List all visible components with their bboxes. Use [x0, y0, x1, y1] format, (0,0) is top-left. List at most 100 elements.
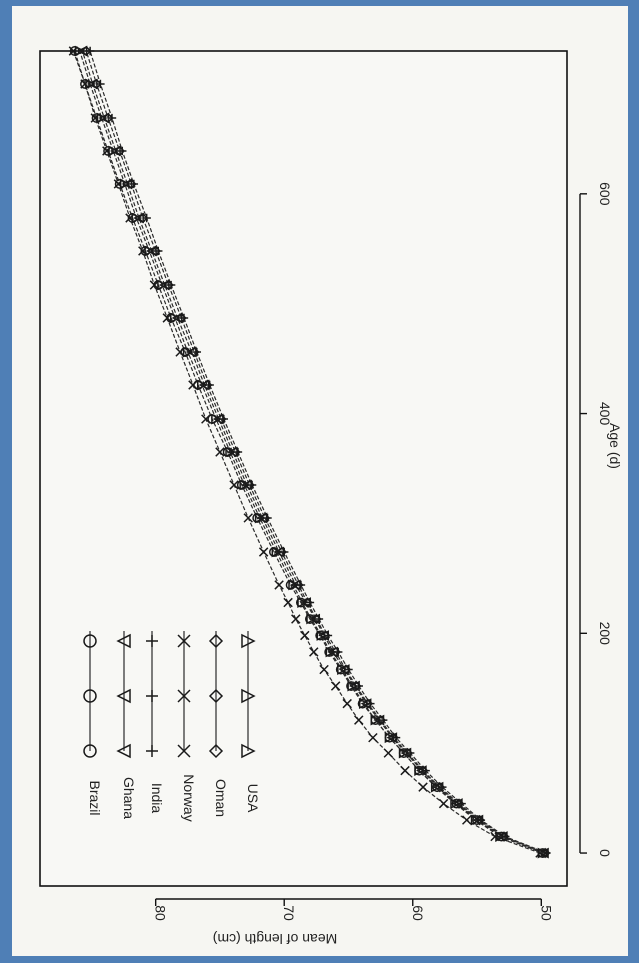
data-point-usa	[225, 446, 237, 458]
age-tick-label: 0	[597, 849, 613, 857]
age-tick-label: 400	[597, 402, 613, 426]
data-point-norway	[368, 732, 378, 743]
legend-marker-norway	[177, 634, 191, 648]
data-point-norway	[462, 815, 472, 825]
data-point-norway	[229, 480, 239, 490]
data-point-usa	[197, 379, 208, 391]
legend-marker-india	[146, 690, 158, 702]
plot-frame	[39, 50, 568, 887]
data-point-india	[166, 280, 176, 290]
data-point-usa	[316, 630, 328, 641]
legend-marker-oman	[208, 633, 224, 649]
data-point-usa	[96, 112, 108, 124]
data-point-usa	[182, 346, 194, 358]
legend-label-usa: USA	[245, 784, 261, 813]
data-point-oman	[114, 145, 125, 157]
legend: Brazil Ghana India Norway Oman USA	[83, 631, 261, 822]
legend-marker-ghana	[116, 743, 131, 759]
data-point-norway	[215, 447, 225, 457]
length-tick-label: 70	[281, 905, 297, 921]
data-point-usa	[254, 512, 266, 524]
data-point-india	[154, 246, 163, 256]
legend-label-brazil: Brazil	[87, 780, 103, 815]
legend-label-oman: Oman	[213, 779, 229, 817]
data-point-oman	[102, 112, 114, 124]
legend-marker-brazil	[83, 689, 97, 703]
data-point-india	[129, 179, 139, 189]
length-tick-label: 50	[538, 905, 554, 921]
legend-label-ghana: Ghana	[121, 777, 137, 819]
data-point-usa	[271, 546, 283, 558]
data-point-usa	[74, 45, 86, 57]
y-axis-title: Mean of length (cm)	[213, 931, 338, 947]
length-tick-label: 80	[153, 905, 169, 921]
data-point-usa	[537, 847, 549, 859]
axes: 0 200 400 600 Age (d) 50 60 70 80 Mean of length …	[153, 182, 623, 947]
data-point-usa	[450, 798, 462, 810]
legend-marker-oman	[208, 743, 224, 759]
data-point-norway	[383, 748, 394, 758]
data-point-oman	[137, 212, 149, 224]
data-point-usa	[170, 312, 181, 324]
data-point-norway	[354, 715, 364, 725]
data-point-oman	[188, 346, 200, 358]
legend-label-norway: Norway	[181, 774, 197, 821]
data-point-india	[179, 313, 189, 323]
data-point-norway	[438, 798, 449, 809]
legend-label-india: India	[149, 783, 165, 814]
legend-marker-brazil	[83, 634, 97, 648]
data-point-usa	[325, 646, 337, 658]
data-point-usa	[119, 178, 131, 190]
data-point-norway	[258, 547, 269, 557]
x-axis-title: Age (d)	[607, 423, 623, 469]
legend-marker-usa	[241, 688, 256, 704]
data-point-usa	[495, 831, 507, 842]
data-point-usa	[297, 597, 309, 608]
data-point-usa	[358, 698, 370, 710]
age-tick-label: 600	[597, 182, 613, 206]
data-point-norway	[400, 765, 410, 776]
legend-marker-ghana	[116, 688, 131, 704]
data-point-usa	[470, 814, 482, 826]
plot-border	[39, 50, 568, 887]
series-lines	[68, 45, 551, 859]
data-point-norway	[291, 614, 301, 624]
data-point-usa	[288, 579, 300, 591]
data-point-norway	[342, 698, 352, 709]
data-point-usa	[131, 212, 143, 224]
legend-marker-india	[146, 745, 158, 757]
data-point-norway	[283, 597, 293, 608]
data-point-norway	[418, 782, 428, 792]
data-point-usa	[108, 145, 120, 157]
length-tick-label: 60	[410, 905, 426, 921]
data-point-usa	[211, 413, 222, 425]
data-point-usa	[85, 78, 97, 90]
data-point-usa	[306, 613, 318, 625]
legend-marker-oman	[208, 688, 224, 704]
data-point-oman	[176, 312, 187, 324]
legend-marker-usa	[241, 743, 256, 759]
data-point-norway	[300, 630, 310, 641]
data-point-usa	[370, 714, 382, 726]
growth-chart: 0 200 400 600 Age (d) 50 60 70 80 Mean of length …	[39, 45, 623, 947]
data-point-oman	[163, 279, 174, 291]
data-point-usa	[239, 479, 251, 491]
data-point-norway	[319, 664, 329, 675]
legend-marker-usa	[241, 633, 256, 649]
data-point-usa	[430, 781, 442, 793]
data-point-usa	[414, 765, 426, 777]
legend-marker-india	[146, 635, 158, 647]
data-point-norway	[309, 647, 319, 657]
series-line-usa	[79, 50, 543, 854]
data-point-oman	[150, 245, 161, 257]
data-point-usa	[337, 664, 348, 675]
data-point-usa	[157, 279, 168, 291]
data-point-norway	[330, 681, 341, 691]
data-point-oman	[91, 78, 102, 90]
data-point-usa	[384, 732, 396, 744]
data-point-norway	[188, 380, 198, 390]
legend-marker-norway	[177, 744, 191, 758]
age-tick-label: 200	[597, 622, 613, 646]
data-point-oman	[126, 178, 137, 190]
data-point-norway	[274, 580, 284, 590]
